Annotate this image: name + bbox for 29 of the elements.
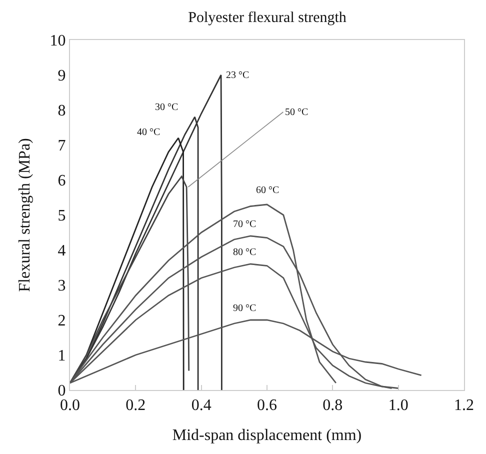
y-tick-label: 10 xyxy=(50,32,66,50)
y-tick-label: 7 xyxy=(58,138,66,155)
chart-title: Polyester flexural strength xyxy=(188,10,347,26)
y-axis-title: Flexural strength (MPa) xyxy=(16,138,34,292)
x-tick-label: 0.0 xyxy=(60,397,80,414)
x-tick-label: 0.8 xyxy=(322,397,343,414)
y-tick-label: 4 xyxy=(58,242,66,260)
y-tick-label: 1 xyxy=(58,348,66,365)
x-tick-label: 0.2 xyxy=(126,397,146,414)
x-tick-label: 0.6 xyxy=(257,397,277,414)
series-label: 30 °C xyxy=(155,102,178,113)
x-tick-label: 1.2 xyxy=(454,397,474,414)
text: 50 °C xyxy=(285,107,308,118)
y-tick-label: 9 xyxy=(58,68,66,85)
series-label: 60 °C xyxy=(256,185,280,196)
y-tick-label: 6 xyxy=(58,172,66,190)
series-label: 23 °C xyxy=(226,70,250,81)
y-tick-label: 8 xyxy=(58,102,66,120)
y-tick-label: 2 xyxy=(58,312,66,330)
series-label: 80 °C xyxy=(233,247,256,258)
y-tick-label: 5 xyxy=(58,208,66,225)
x-tick-label: 1.0 xyxy=(388,397,408,414)
y-tick-label: 3 xyxy=(58,278,66,295)
series-label: 40 °C xyxy=(137,127,160,138)
y-tick-label: 0 xyxy=(58,382,66,400)
x-axis-title: Mid-span displacement (mm) xyxy=(172,426,362,444)
series-label: 90 °C xyxy=(233,303,256,314)
series-label: 70 °C xyxy=(233,219,256,230)
x-tick-label: 0.4 xyxy=(191,397,212,414)
